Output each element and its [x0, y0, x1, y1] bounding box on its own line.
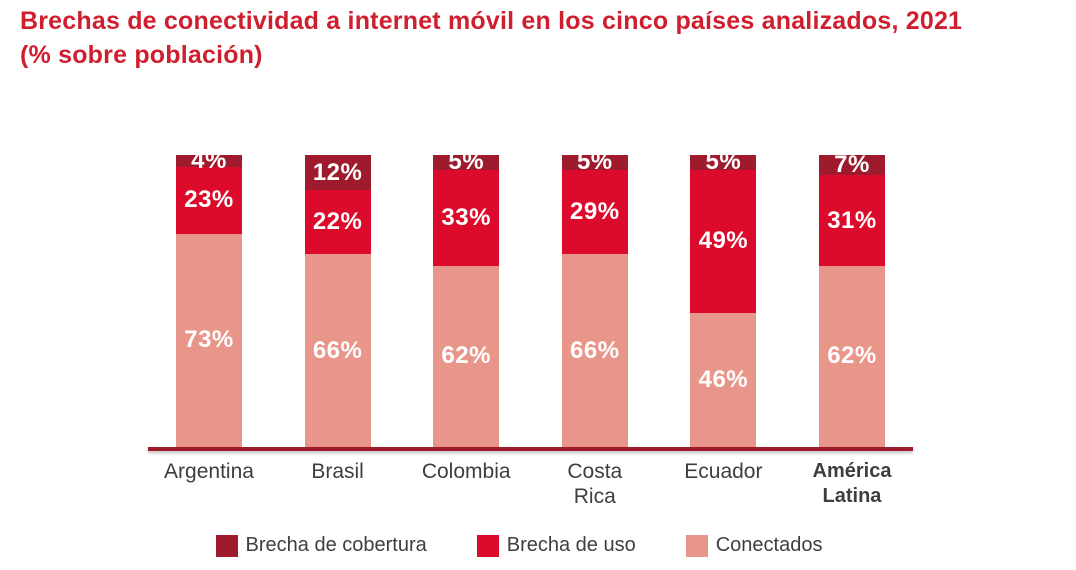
stacked-bar-ecuador: 5% 49% 46% — [690, 150, 757, 447]
bar-column-america-latina: 7% 31% 62% América Latina — [813, 151, 892, 509]
value-label-brecha-de-uso-colombia: 33% — [441, 203, 491, 231]
value-label-brecha-de-cobertura-brasil: 12% — [312, 158, 363, 186]
value-label-brecha-de-cobertura-colombia: 5% — [448, 148, 485, 176]
category-label-wrap: Ecuador — [684, 459, 762, 484]
value-label-brecha-de-cobertura-costa-rica: 5% — [576, 148, 613, 176]
value-label-brecha-de-uso-america-latina: 31% — [827, 206, 877, 234]
legend-label-brecha-de-cobertura: Brecha de cobertura — [245, 534, 427, 556]
legend-swatch-brecha-de-cobertura — [215, 534, 238, 557]
value-label-conectados-costa-rica: 66% — [570, 336, 620, 364]
value-label-conectados-america-latina: 62% — [827, 342, 877, 370]
value-label-brecha-de-cobertura-ecuador: 5% — [705, 148, 742, 176]
segment-brecha-de-uso-argentina: 23% — [176, 166, 242, 234]
segment-conectados-argentina: 73% — [176, 233, 242, 447]
value-label-brecha-de-uso-ecuador: 49% — [698, 227, 749, 255]
category-label-wrap: Colombia — [422, 459, 511, 484]
segment-conectados-america-latina: 62% — [818, 265, 885, 447]
segment-brecha-de-cobertura-argentina: 4% — [176, 148, 242, 172]
segment-brecha-de-cobertura-brasil: 12% — [304, 155, 371, 191]
value-label-brecha-de-uso-costa-rica: 29% — [570, 197, 620, 225]
bar-column-colombia: 5% 33% 62% Colombia — [422, 150, 511, 509]
stacked-bar-america-latina: 7% 31% 62% — [818, 151, 885, 447]
chart-title: Brechas de conectividad a internet móvil… — [20, 4, 962, 72]
segment-conectados-ecuador: 46% — [690, 312, 757, 447]
stacked-bar-brasil: 12% 22% 66% — [304, 155, 371, 447]
legend-item-conectados: Conectados — [685, 534, 823, 557]
value-label-brecha-de-cobertura-america-latina: 7% — [834, 151, 870, 179]
chart-title-line1: Brechas de conectividad a internet móvil… — [20, 7, 963, 35]
segment-brecha-de-cobertura-colombia: 5% — [433, 150, 500, 174]
category-label-argentina: Argentina — [164, 460, 254, 483]
value-label-brecha-de-cobertura-argentina: 4% — [191, 146, 227, 174]
legend-label-conectados: Conectados — [715, 534, 823, 556]
legend-item-brecha-de-cobertura: Brecha de cobertura — [215, 534, 427, 557]
bar-column-brasil: 12% 22% 66% Brasil — [304, 155, 371, 509]
legend-label-brecha-de-uso: Brecha de uso — [506, 534, 636, 556]
category-label-wrap: América Latina — [813, 459, 892, 509]
stacked-bar-colombia: 5% 33% 62% — [433, 150, 500, 447]
chart-title-line2: (% sobre población) — [20, 41, 263, 69]
value-label-conectados-argentina: 73% — [184, 326, 234, 354]
value-label-conectados-ecuador: 46% — [698, 365, 749, 393]
value-label-brecha-de-uso-argentina: 23% — [184, 186, 234, 214]
segment-conectados-costa-rica: 66% — [561, 254, 628, 447]
category-label-america-latina: América Latina — [812, 460, 892, 507]
segment-brecha-de-uso-ecuador: 49% — [690, 169, 757, 313]
value-label-conectados-brasil: 66% — [312, 336, 363, 364]
segment-brecha-de-cobertura-ecuador: 5% — [690, 150, 757, 174]
x-axis-line — [148, 447, 913, 451]
category-label-costa-rica: Costa Rica — [567, 460, 623, 508]
segment-brecha-de-uso-costa-rica: 29% — [561, 169, 628, 255]
category-label-colombia: Colombia — [421, 460, 511, 483]
plot-area: 4% 23% 73% Argentina 12% 22% 66% Brasil 5% 33% 62%… — [148, 148, 913, 509]
legend-swatch-brecha-de-uso — [476, 534, 499, 557]
stacked-bar-costa-rica: 5% 29% 66% — [561, 150, 628, 447]
stacked-bar-argentina: 4% 23% 73% — [176, 148, 242, 447]
category-label-wrap: Costa Rica — [562, 459, 628, 509]
value-label-conectados-colombia: 62% — [441, 342, 491, 370]
segment-brecha-de-cobertura-america-latina: 7% — [818, 151, 885, 179]
value-label-brecha-de-uso-brasil: 22% — [312, 208, 363, 236]
bar-column-ecuador: 5% 49% 46% Ecuador — [684, 150, 762, 509]
segment-brecha-de-cobertura-costa-rica: 5% — [561, 150, 628, 174]
bar-column-costa-rica: 5% 29% 66% Costa Rica — [561, 150, 628, 509]
category-label-wrap: Argentina — [164, 459, 254, 484]
segment-conectados-brasil: 66% — [304, 254, 371, 447]
legend: Brecha de cobertura Brecha de uso Conectad… — [0, 534, 1076, 557]
segment-brecha-de-uso-brasil: 22% — [304, 190, 371, 255]
segment-brecha-de-uso-america-latina: 31% — [818, 175, 885, 266]
segment-brecha-de-uso-colombia: 33% — [433, 169, 500, 266]
legend-swatch-conectados — [685, 534, 708, 557]
legend-item-brecha-de-uso: Brecha de uso — [476, 534, 636, 557]
bar-column-argentina: 4% 23% 73% Argentina — [164, 148, 254, 509]
segment-conectados-colombia: 62% — [433, 265, 500, 447]
category-label-wrap: Brasil — [311, 459, 364, 484]
category-label-brasil: Brasil — [311, 460, 364, 483]
category-label-ecuador: Ecuador — [684, 460, 763, 483]
